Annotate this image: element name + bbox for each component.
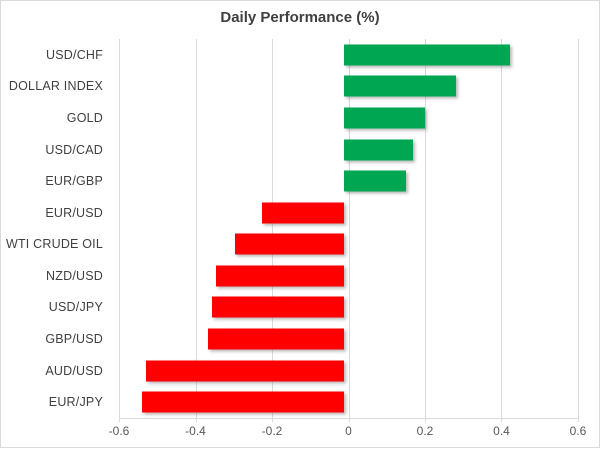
category-label: USD/CHF	[46, 47, 103, 62]
axis-tick	[348, 418, 350, 422]
x-axis-tick-label: -0.6	[108, 424, 130, 438]
bar-track	[111, 71, 576, 103]
bar-usd-cad	[343, 139, 414, 161]
category-label: GOLD	[66, 110, 103, 125]
bar-usd-chf	[343, 44, 511, 66]
chart-row: AUD/USD	[1, 355, 599, 387]
x-axis: -0.6 -0.4 -0.2 0 0.2 0.4 0.6	[1, 424, 599, 444]
axis-tick	[119, 418, 120, 422]
x-axis-tick-label: -0.4	[185, 424, 206, 438]
bar-eur-jpy	[142, 391, 344, 413]
bar-rows: USD/CHF DOLLAR INDEX GOLD USD/CAD EUR/GBP EUR…	[1, 39, 599, 418]
axis-tick	[578, 418, 579, 422]
axis-tick	[425, 418, 426, 422]
x-axis-tick-label: 0.4	[493, 424, 510, 438]
bar-track	[111, 165, 576, 197]
category-label: DOLLAR INDEX	[8, 79, 103, 94]
x-axis-tick-label: 0.2	[416, 424, 434, 438]
category-label: NZD/USD	[46, 268, 103, 283]
bar-track	[111, 102, 576, 134]
chart-row: EUR/JPY	[1, 386, 599, 418]
chart-row: EUR/USD	[1, 197, 599, 229]
chart-row: GBP/USD	[1, 323, 599, 355]
bar-track	[111, 260, 576, 292]
x-axis-tick-label: 0.6	[569, 424, 587, 438]
category-label: WTI CRUDE OIL	[5, 237, 103, 252]
axis-tick	[501, 418, 503, 422]
x-axis-tick-label: 0	[345, 424, 352, 438]
bar-track	[111, 355, 576, 387]
chart-row: WTI CRUDE OIL	[1, 228, 599, 260]
bar-track	[111, 228, 576, 260]
bar-eur-gbp	[343, 170, 406, 192]
chart-title: Daily Performance (%)	[220, 9, 380, 26]
category-label: AUD/USD	[45, 363, 103, 378]
category-label: GBP/USD	[45, 331, 103, 346]
category-label: EUR/GBP	[45, 174, 103, 189]
bar-track	[111, 39, 576, 71]
bar-gold	[343, 107, 425, 129]
bar-nzd-usd	[215, 265, 344, 287]
category-label: USD/JPY	[48, 300, 103, 315]
chart-row: GOLD	[1, 102, 599, 134]
chart-row: USD/CHF	[1, 39, 599, 71]
bar-track	[111, 134, 576, 166]
category-label: EUR/USD	[45, 205, 103, 220]
bar-dollar-index	[343, 75, 456, 97]
bar-track	[111, 197, 576, 229]
bar-usd-jpy	[211, 296, 344, 318]
bar-track	[111, 323, 576, 355]
chart-row: USD/CAD	[1, 134, 599, 166]
x-axis-tick-label: -0.2	[261, 424, 283, 438]
bar-gbp-usd	[207, 328, 344, 350]
category-label: USD/CAD	[45, 142, 103, 157]
chart-row: EUR/GBP	[1, 165, 599, 197]
category-label: EUR/JPY	[48, 395, 103, 410]
bar-wti-crude-oil	[235, 233, 344, 255]
bar-eur-usd	[262, 202, 344, 224]
bar-track	[111, 386, 576, 418]
chart-row: USD/JPY	[1, 292, 599, 324]
axis-tick	[271, 418, 273, 422]
chart-row: DOLLAR INDEX	[1, 71, 599, 103]
bar-track	[111, 292, 576, 324]
chart-row: NZD/USD	[1, 260, 599, 292]
axis-tick	[195, 418, 197, 422]
bar-aud-usd	[145, 360, 344, 382]
